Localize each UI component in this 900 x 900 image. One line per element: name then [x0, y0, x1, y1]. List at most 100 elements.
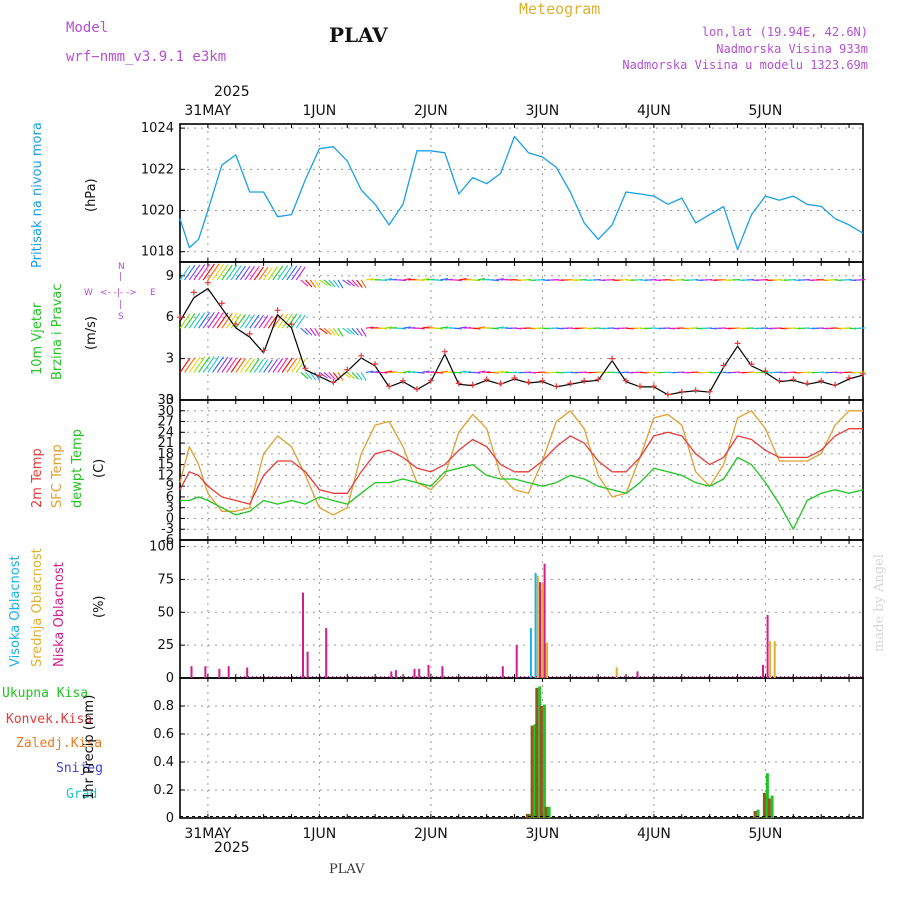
y-tick-label: 1020	[141, 204, 174, 219]
temp-2m-line	[179, 428, 863, 505]
precip-convective-bar	[535, 687, 539, 818]
y-tick-label: -3	[161, 522, 174, 537]
year-top: 2025	[214, 84, 250, 100]
x-day-label-top: 2JUN	[414, 103, 448, 119]
wind-barb	[221, 357, 233, 373]
cloud-low-bar	[413, 668, 416, 678]
wind-barb	[384, 326, 393, 329]
wind-barb	[495, 370, 504, 373]
wind-barb	[323, 279, 332, 287]
cloud-mid-bar	[536, 575, 539, 678]
wind-barb	[356, 372, 363, 381]
wind-gust-markers	[177, 279, 866, 398]
wind-barb	[226, 313, 238, 329]
wind-barb	[184, 264, 196, 281]
precip-total-bar	[765, 773, 769, 818]
wind-barb	[184, 357, 196, 373]
wind-barb	[314, 279, 321, 289]
y-tick-label: 0	[166, 671, 174, 686]
wind-barb	[491, 371, 500, 374]
wind-barb	[198, 312, 211, 329]
wind-barb	[319, 327, 328, 335]
wind-barb	[426, 371, 435, 373]
wind-gust-marker	[637, 383, 643, 390]
y-tick-label: 0	[166, 511, 174, 526]
y-tick-label: 100	[149, 540, 174, 555]
wind-barb	[286, 357, 298, 373]
wind-barb	[272, 313, 284, 329]
wind-barb	[263, 359, 273, 373]
y-tick-label: 0.2	[153, 783, 174, 798]
wind-barb	[398, 279, 407, 282]
wind-gust-marker	[525, 379, 532, 386]
wind-barb	[351, 327, 359, 336]
cloud-low-bar	[227, 666, 230, 678]
cloud-low-bar	[441, 666, 444, 678]
wind-barb	[477, 278, 486, 281]
precip-convective-bar	[544, 806, 548, 818]
sfc-temp-line	[179, 410, 863, 516]
wind-barb	[239, 358, 251, 373]
panel-pressure: 1018 1020 1022 1024	[141, 121, 864, 263]
wind-barb	[402, 326, 411, 329]
wind-gust-marker	[386, 383, 393, 390]
wind-gust-marker	[595, 376, 602, 383]
wind-barb	[309, 372, 317, 381]
wind-barb	[435, 371, 444, 374]
wind-barb	[342, 371, 351, 379]
legend-temp-unit: (C)	[92, 458, 107, 478]
y-tick-label: 1018	[141, 245, 174, 260]
legend-precip-snow: Snijeg	[56, 761, 103, 776]
wind-gust-marker	[678, 388, 685, 395]
year-bottom: 2025	[214, 840, 250, 856]
wind-barb	[291, 265, 302, 281]
wind-gust-marker	[483, 376, 490, 383]
x-day-label-bottom: 1JUN	[303, 826, 337, 842]
wind-barb	[300, 327, 309, 335]
wind-barb	[337, 327, 344, 337]
wind-barb	[291, 314, 302, 329]
y-tick-label: -6	[161, 533, 174, 548]
wind-barb	[351, 279, 359, 288]
wind-barb	[207, 311, 220, 329]
wind-barb	[365, 370, 374, 373]
wind-gust-marker	[232, 321, 239, 328]
precip-total-bar	[533, 724, 537, 818]
cloud-low-bar	[766, 614, 769, 678]
wind-barb	[230, 357, 242, 373]
wind-barb	[319, 279, 328, 286]
wind-barb	[249, 314, 260, 329]
wind-barb	[491, 279, 500, 282]
wind-barb	[258, 266, 269, 281]
cloud-low-bar	[427, 664, 430, 678]
wind-barb	[212, 312, 224, 329]
y-tick-label: 1024	[141, 121, 174, 136]
wind-barb	[472, 371, 481, 374]
precip-total-bar	[529, 813, 532, 818]
wind-barb	[249, 266, 260, 281]
wind-gust-marker	[204, 279, 211, 286]
y-tick-label: 3	[166, 352, 174, 367]
wind-speed-line	[179, 287, 864, 396]
wind-barb	[198, 263, 211, 281]
wind-barb	[277, 264, 289, 281]
wind-barb	[202, 356, 215, 373]
cloud-low-bar	[390, 671, 393, 678]
wind-barb	[463, 371, 472, 373]
wind-barb	[216, 264, 229, 281]
precip-convective-bar	[753, 811, 757, 818]
wind-barb	[239, 265, 251, 281]
wind-gust-marker	[720, 362, 727, 369]
wind-gust-marker	[274, 307, 281, 314]
compass-n-arrow: |	[119, 272, 123, 282]
wind-barb	[277, 357, 289, 373]
wind-barb	[389, 371, 397, 373]
wind-barb	[235, 358, 246, 373]
wind-gust-marker	[400, 377, 406, 384]
wind-gust-marker	[330, 379, 337, 386]
wind-barb	[328, 327, 336, 336]
cloud-low-bar	[636, 671, 639, 678]
y-tick-label: 75	[157, 572, 174, 587]
wind-barb	[435, 327, 444, 330]
precip-total-bar	[547, 806, 551, 818]
